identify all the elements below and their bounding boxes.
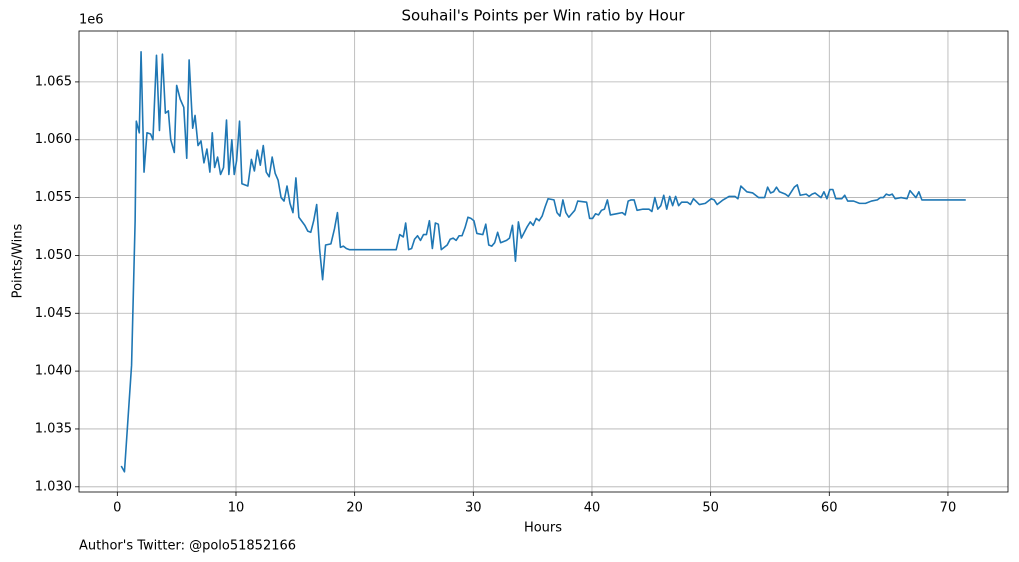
x-tick-label: 60 xyxy=(821,501,838,516)
y-tick-label: 1.030 xyxy=(35,479,72,494)
y-tick-label: 1.050 xyxy=(35,248,72,263)
x-tick-label: 0 xyxy=(113,501,121,516)
y-tick-label: 1.045 xyxy=(35,306,72,321)
x-tick-label: 50 xyxy=(702,501,719,516)
x-axis-label: Hours xyxy=(524,521,562,536)
y-tick-label: 1.040 xyxy=(35,364,72,379)
data-line xyxy=(120,51,966,473)
y-tick-label: 1.055 xyxy=(35,190,72,205)
x-tick-label: 20 xyxy=(346,501,363,516)
y-axis-label: Points/Wins xyxy=(11,223,26,298)
y-offset-label: 1e6 xyxy=(79,13,104,28)
y-tick-label: 1.065 xyxy=(35,74,72,89)
x-tick-label: 40 xyxy=(584,501,601,516)
axes-frame xyxy=(78,30,1009,493)
footnote: Author's Twitter: @polo51852166 xyxy=(79,539,296,554)
x-tick-label: 30 xyxy=(465,501,482,516)
y-tick-label: 1.035 xyxy=(35,421,72,436)
y-tick-label: 1.060 xyxy=(35,132,72,147)
x-tick-label: 10 xyxy=(228,501,245,516)
x-tick-label: 70 xyxy=(940,501,957,516)
chart-title: Souhail's Points per Win ratio by Hour xyxy=(401,7,685,25)
